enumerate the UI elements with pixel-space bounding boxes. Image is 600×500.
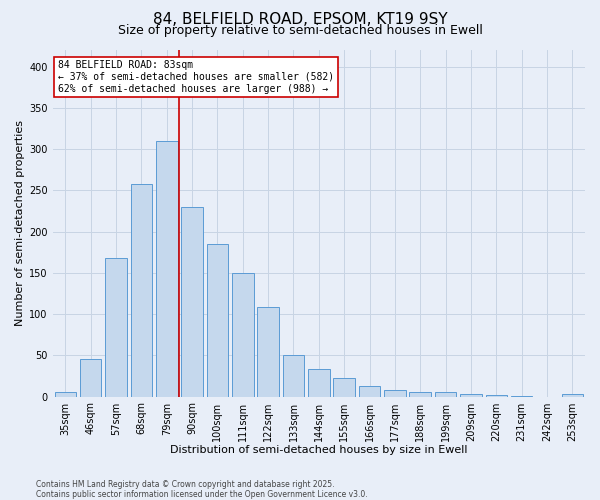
Bar: [232, 273, 254, 396]
Bar: [460, 394, 482, 396]
Bar: [562, 394, 583, 396]
Bar: [80, 360, 101, 397]
Bar: [485, 395, 507, 396]
Bar: [257, 308, 279, 396]
Text: 84 BELFIELD ROAD: 83sqm
← 37% of semi-detached houses are smaller (582)
62% of s: 84 BELFIELD ROAD: 83sqm ← 37% of semi-de…: [58, 60, 334, 94]
Bar: [55, 392, 76, 396]
Bar: [283, 356, 304, 397]
Bar: [156, 141, 178, 397]
Text: Size of property relative to semi-detached houses in Ewell: Size of property relative to semi-detach…: [118, 24, 482, 37]
Text: 84, BELFIELD ROAD, EPSOM, KT19 9SY: 84, BELFIELD ROAD, EPSOM, KT19 9SY: [152, 12, 448, 28]
X-axis label: Distribution of semi-detached houses by size in Ewell: Distribution of semi-detached houses by …: [170, 445, 467, 455]
Bar: [206, 244, 228, 396]
Bar: [409, 392, 431, 396]
Bar: [181, 207, 203, 396]
Bar: [308, 370, 329, 396]
Bar: [105, 258, 127, 396]
Y-axis label: Number of semi-detached properties: Number of semi-detached properties: [15, 120, 25, 326]
Bar: [334, 378, 355, 396]
Text: Contains HM Land Registry data © Crown copyright and database right 2025.
Contai: Contains HM Land Registry data © Crown c…: [36, 480, 368, 499]
Bar: [435, 392, 457, 396]
Bar: [384, 390, 406, 396]
Bar: [131, 184, 152, 396]
Bar: [359, 386, 380, 396]
